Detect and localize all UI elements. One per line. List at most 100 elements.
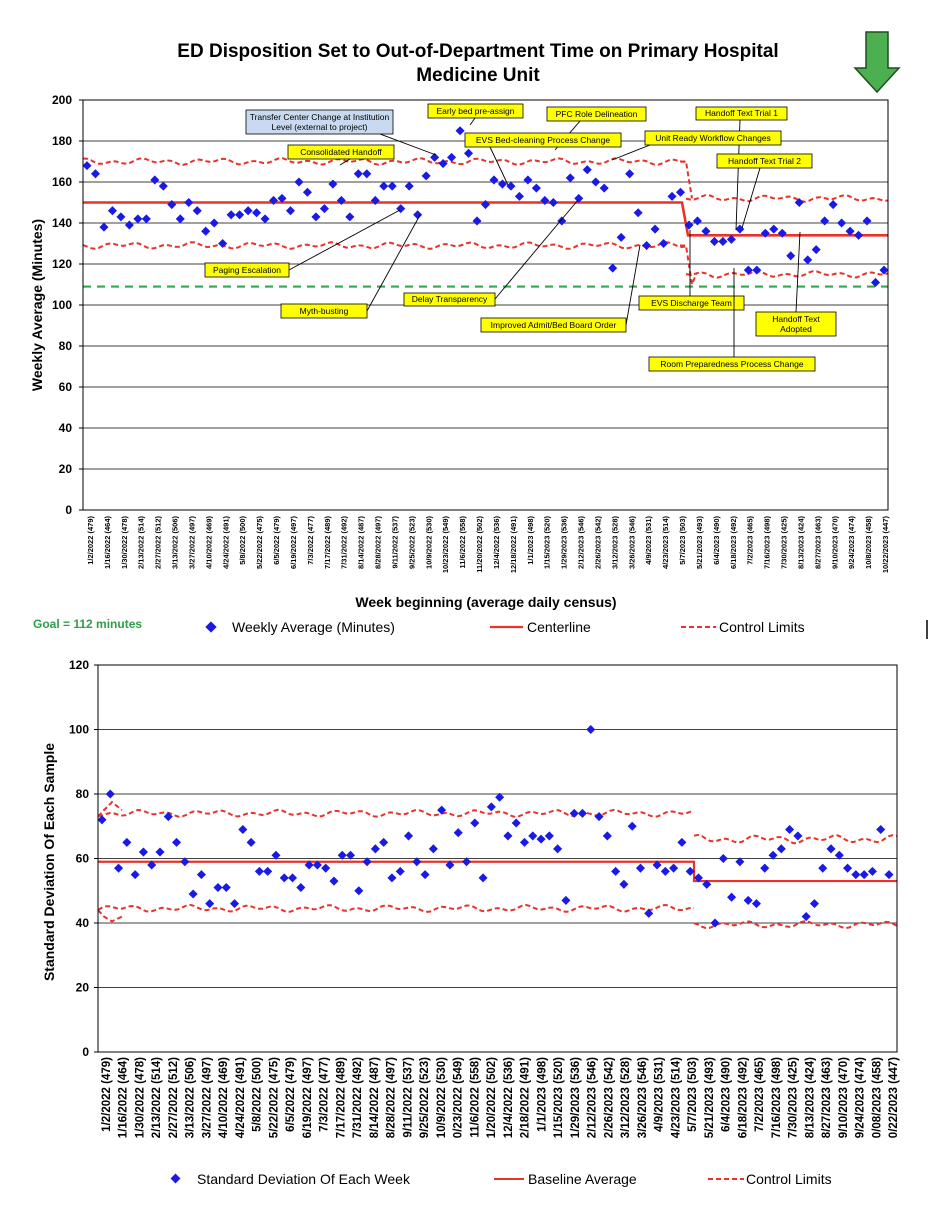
bottom-x-tick-label: 7/17/2022 (489) <box>335 1057 347 1138</box>
legend2-baseline-average: Baseline Average <box>528 1171 637 1187</box>
bottom-data-point <box>801 912 811 922</box>
top-y-tick-label: 160 <box>52 175 72 189</box>
top-y-tick-label: 80 <box>59 339 73 353</box>
top-x-tick-label: 7/2/2023 (465) <box>746 516 755 565</box>
bottom-data-point <box>213 882 223 893</box>
top-data-point <box>472 216 482 226</box>
top-data-point <box>760 228 770 238</box>
top-x-tick-label: 1/1/2023 (498) <box>526 516 535 565</box>
bottom-data-point <box>387 873 397 883</box>
annotation-box <box>644 130 782 146</box>
top-data-point <box>548 197 558 208</box>
top-x-tick-label: 7/16/2023 (498) <box>763 516 772 569</box>
bottom-y-axis: 0 20 40 60 80 100 120 <box>69 658 98 1059</box>
bottom-x-tick-label: 9/24/2023 (474) <box>855 1057 867 1138</box>
bottom-x-tick-label: 1/2/2022 (479) <box>101 1057 113 1132</box>
bottom-data-point <box>867 866 877 876</box>
bottom-baseline-path <box>98 860 897 883</box>
bottom-data-point <box>876 824 886 835</box>
bottom-data-point <box>370 844 380 854</box>
legend2-control-limits: Control Limits <box>746 1171 832 1187</box>
bottom-data-point <box>230 899 240 909</box>
top-y-tick-label: 20 <box>59 462 73 476</box>
annotation-box <box>695 106 788 121</box>
annotation-leader <box>339 158 351 166</box>
annotation-leader <box>795 231 801 313</box>
top-y-tick-label: 100 <box>52 298 72 312</box>
bottom-x-tick-label: 2/26/2023 (542) <box>603 1057 615 1138</box>
bottom-x-tick-label: 11/6/2022 (558) <box>469 1057 481 1138</box>
top-x-tick-label: 8/14/2022 (487) <box>357 516 366 569</box>
bottom-data-point <box>395 866 405 876</box>
bottom-x-tick-label: 3/12/2023 (528) <box>620 1057 632 1138</box>
bottom-data-point <box>205 899 215 909</box>
annotation-text: PFC Role Delineation <box>556 109 638 119</box>
bottom-gridlines <box>98 729 897 988</box>
top-x-tick-label: 1/30/2022 (478) <box>120 516 129 569</box>
bottom-data-point <box>172 837 182 847</box>
top-data-point <box>523 175 533 185</box>
top-data-point <box>506 181 516 191</box>
top-x-tick-label: 3/26/2023 (546) <box>627 516 636 569</box>
bottom-data-point <box>486 802 496 812</box>
top-data-point <box>252 208 262 218</box>
bottom-data-point <box>611 866 621 876</box>
bottom-data-point <box>834 850 844 860</box>
bottom-data-point <box>635 863 645 873</box>
bottom-y-tick-label: 0 <box>82 1045 89 1059</box>
bottom-data-point <box>428 844 438 854</box>
annotation-box <box>480 317 627 333</box>
annotation-text: Level (external to project) <box>272 122 368 132</box>
top-data-point <box>243 206 253 216</box>
bottom-x-tick-label: 1/20/2022 (502) <box>486 1057 498 1138</box>
top-data-point <box>362 169 372 179</box>
top-y-axis-label: Weekly Average (Minutes) <box>29 219 45 391</box>
top-x-tick-label: 5/7/2023 (503) <box>678 516 687 565</box>
bottom-data-point <box>594 812 604 822</box>
bottom-data-point <box>478 873 488 883</box>
bottom-data-point <box>221 882 231 893</box>
annotation-leader <box>489 146 509 186</box>
annotation-text: Improved Admit/Bed Board Order <box>491 320 617 330</box>
top-x-tick-label: 1/2/2022 (479) <box>86 516 95 565</box>
annotation-box <box>403 292 496 307</box>
legend-control-limits: Control Limits <box>719 619 805 635</box>
bottom-x-tick-label: 4/23/2023 (514) <box>670 1057 682 1138</box>
top-data-point <box>769 224 779 234</box>
top-data-point <box>633 208 643 218</box>
top-x-tick-label: 5/22/2022 (475) <box>255 516 264 569</box>
top-data-point <box>184 197 194 208</box>
annotation-text: EVS Bed-cleaning Process Change <box>476 135 610 145</box>
bottom-data-point <box>743 895 753 905</box>
bottom-x-tick-label: 0/23/2022 (549) <box>453 1057 465 1138</box>
top-data-point <box>514 191 524 201</box>
top-data-point <box>786 251 796 261</box>
bottom-data-point <box>561 895 571 905</box>
top-annotations: Transfer Center Change at InstitutionLev… <box>204 103 837 372</box>
bottom-ucl-start <box>97 800 123 818</box>
top-data-point <box>837 218 847 228</box>
top-x-tick-label: 8/27/2023 (463) <box>813 516 822 569</box>
bottom-data-point <box>321 863 331 873</box>
top-x-tick-label: 6/18/2023 (492) <box>729 516 738 569</box>
top-x-tick-label: 10/9/2022 (530) <box>424 516 433 569</box>
annotation-text: Paging Escalation <box>213 265 281 275</box>
bottom-data-point <box>246 837 256 847</box>
top-data-point <box>743 265 753 275</box>
bottom-data-point <box>354 886 364 896</box>
bottom-y-axis-label: Standard Deviation Of Each Sample <box>41 743 57 981</box>
top-x-tick-label: 7/17/2022 (489) <box>323 516 332 569</box>
bottom-data-point <box>843 863 853 873</box>
bottom-data-point <box>420 870 430 880</box>
bottom-ucl-baseline <box>97 808 695 818</box>
annotation-text: Room Preparedness Process Change <box>660 359 803 369</box>
top-data-point <box>260 214 270 224</box>
top-data-point <box>591 177 601 187</box>
bottom-x-tick-label: 7/2/2023 (465) <box>754 1057 766 1132</box>
annotation-box <box>280 303 368 319</box>
top-centerline <box>83 201 888 237</box>
top-x-tick-label: 6/19/2022 (497) <box>289 516 298 569</box>
top-data-point <box>209 218 219 228</box>
top-y-tick-label: 0 <box>65 503 72 517</box>
bottom-data-point <box>652 860 662 870</box>
